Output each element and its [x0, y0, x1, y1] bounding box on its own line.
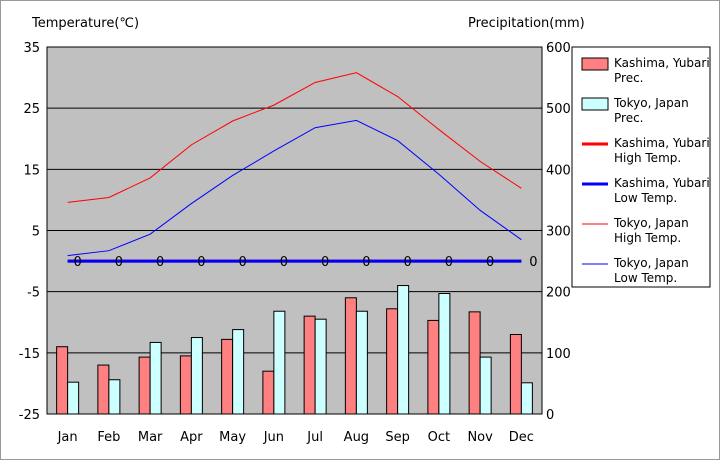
data-label: 0: [156, 255, 164, 270]
bar-tokyo-prec: [479, 356, 492, 415]
bar-kashima-prec: [344, 297, 357, 415]
legend-label: Tokyo, Japan Low Temp.: [613, 256, 689, 285]
legend-swatch: [581, 97, 609, 111]
data-label: 0: [197, 255, 205, 270]
bar-tokyo-prec: [190, 337, 203, 415]
x-tick-label: Aug: [344, 430, 369, 445]
x-tick-label: Jul: [306, 430, 323, 445]
data-label: 0: [362, 255, 370, 270]
bar-tokyo-prec: [273, 310, 286, 415]
legend-swatch: [581, 57, 609, 71]
right-tick-label: 100: [546, 347, 571, 362]
x-tick-label: Jan: [57, 430, 78, 445]
legend-label: Tokyo, Japan Prec.: [613, 96, 689, 125]
bar-tokyo-prec: [355, 310, 368, 415]
right-tick-label: 500: [546, 102, 571, 117]
bar-tokyo-prec: [397, 285, 410, 415]
bar-kashima-prec: [97, 364, 110, 415]
left-tick-label: 15: [23, 163, 40, 178]
x-tick-label: May: [219, 430, 246, 445]
x-tick-label: Mar: [138, 430, 163, 445]
legend-label: Tokyo, Japan High Temp.: [613, 216, 689, 245]
right-axis-title: Precipitation(mm): [468, 16, 585, 31]
data-label: 0: [529, 255, 537, 270]
legend: Kashima, Yubari Prec. Tokyo, Japan Prec. Kas…: [571, 46, 711, 288]
bars: [56, 285, 533, 415]
gridlines: [47, 107, 542, 354]
x-tick-label: Jun: [263, 430, 284, 445]
left-axis-ticks: 35 25 15 5 -5 -15 -25: [19, 41, 40, 423]
bar-kashima-prec: [386, 308, 399, 415]
x-axis-ticks: Jan Feb Mar Apr May Jun Jul Aug Sep Oct Nov Dec: [57, 430, 534, 445]
x-tick-label: Dec: [509, 430, 534, 445]
legend-label: Kashima, Yubari Prec.: [614, 56, 710, 85]
bar-tokyo-prec: [232, 329, 245, 415]
lines: 0 0 0 0 0 0 0 0 0 0 0 0: [67, 72, 538, 270]
left-tick-label: -15: [19, 347, 40, 362]
bar-kashima-prec: [262, 370, 275, 415]
data-label: 0: [280, 255, 288, 270]
series-line-2: [67, 72, 522, 203]
x-tick-label: Apr: [180, 430, 203, 445]
data-label: 0: [445, 255, 453, 270]
legend-label: Kashima, Yubari High Temp.: [614, 136, 710, 165]
left-tick-label: 5: [32, 225, 40, 240]
data-label: 0: [403, 255, 411, 270]
right-tick-label: 400: [546, 163, 571, 178]
left-tick-label: 25: [23, 102, 40, 117]
bar-tokyo-prec: [67, 381, 80, 415]
data-label: 0: [238, 255, 246, 270]
series-line-3: [67, 119, 522, 257]
x-tick-label: Feb: [97, 430, 120, 445]
left-tick-label: 35: [23, 41, 40, 56]
bar-tokyo-prec: [149, 341, 162, 415]
bar-kashima-prec: [56, 346, 69, 415]
right-tick-label: 200: [546, 286, 571, 301]
bar-kashima-prec: [509, 333, 522, 415]
bar-kashima-prec: [468, 311, 481, 415]
left-tick-label: -25: [19, 408, 40, 423]
legend-label: Kashima, Yubari Low Temp.: [614, 176, 710, 205]
x-tick-label: Oct: [428, 430, 450, 445]
bar-tokyo-prec: [438, 293, 451, 415]
bar-kashima-prec: [427, 319, 440, 415]
right-tick-label: 600: [546, 41, 571, 56]
data-label: 0: [73, 255, 81, 270]
right-axis-ticks: 600 500 400 300 200 100 0: [546, 41, 571, 423]
legend-box: [571, 46, 711, 288]
bar-tokyo-prec: [108, 379, 121, 415]
bar-kashima-prec: [303, 315, 316, 415]
right-tick-label: 0: [546, 408, 554, 423]
data-label: 0: [321, 255, 329, 270]
bar-kashima-prec: [179, 355, 192, 415]
x-tick-label: Nov: [467, 430, 493, 445]
data-label: 0: [115, 255, 123, 270]
right-tick-label: 300: [546, 225, 571, 240]
data-label: 0: [486, 255, 494, 270]
bar-kashima-prec: [221, 338, 234, 415]
bar-kashima-prec: [138, 356, 151, 415]
left-tick-label: -5: [27, 286, 40, 301]
left-axis-title: Temperature(℃): [31, 16, 139, 31]
bar-tokyo-prec: [520, 382, 533, 415]
bar-tokyo-prec: [314, 318, 327, 415]
x-tick-label: Sep: [385, 430, 410, 445]
